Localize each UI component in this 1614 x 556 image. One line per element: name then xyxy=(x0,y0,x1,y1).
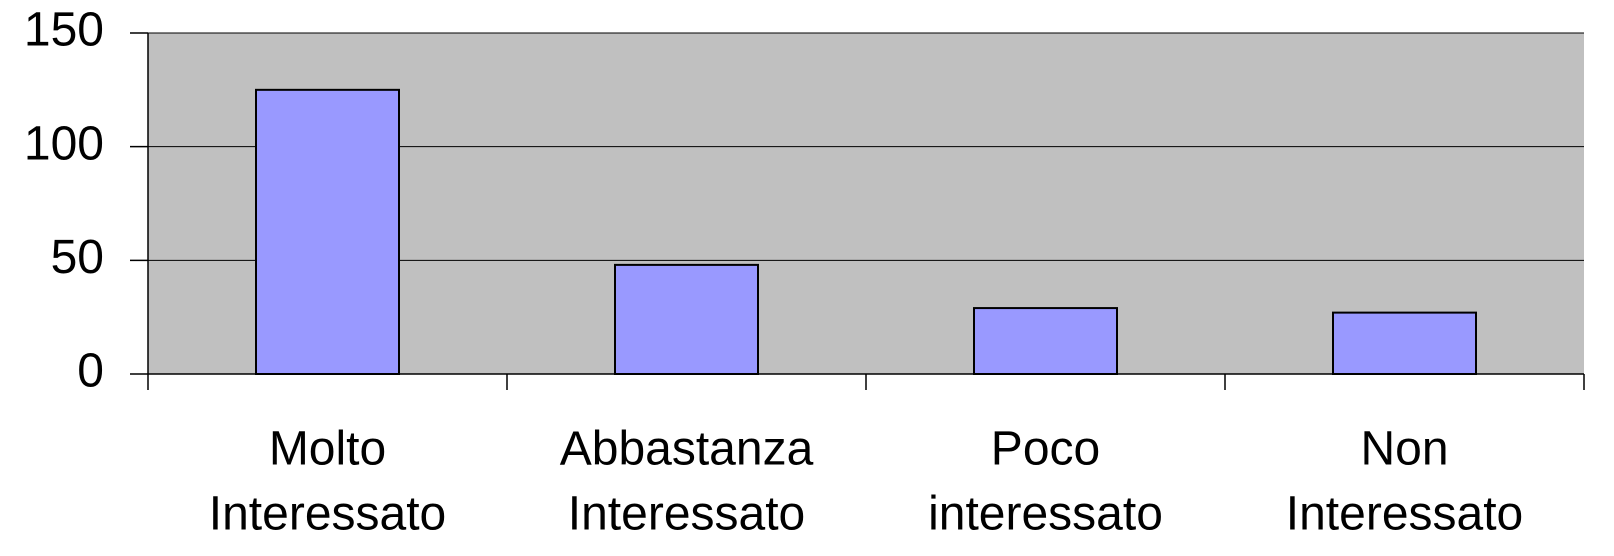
y-tick-label: 0 xyxy=(77,345,104,398)
y-tick-label: 150 xyxy=(24,4,104,57)
x-tick-label: Abbastanza xyxy=(560,423,814,476)
y-tick-label: 100 xyxy=(24,117,104,170)
bar xyxy=(973,307,1118,375)
x-tick-label: Interessato xyxy=(568,488,805,541)
bar xyxy=(614,263,759,376)
x-tick-label: Molto xyxy=(269,423,386,476)
bar xyxy=(255,88,400,375)
x-tick-label: Non xyxy=(1360,423,1448,476)
x-tick-label: interessato xyxy=(928,488,1163,541)
x-tick-label: Interessato xyxy=(1286,488,1523,541)
bar xyxy=(1332,311,1477,375)
y-tick-label: 50 xyxy=(51,231,104,284)
x-tick-label: Poco xyxy=(991,423,1100,476)
x-tick-label: Interessato xyxy=(209,488,446,541)
